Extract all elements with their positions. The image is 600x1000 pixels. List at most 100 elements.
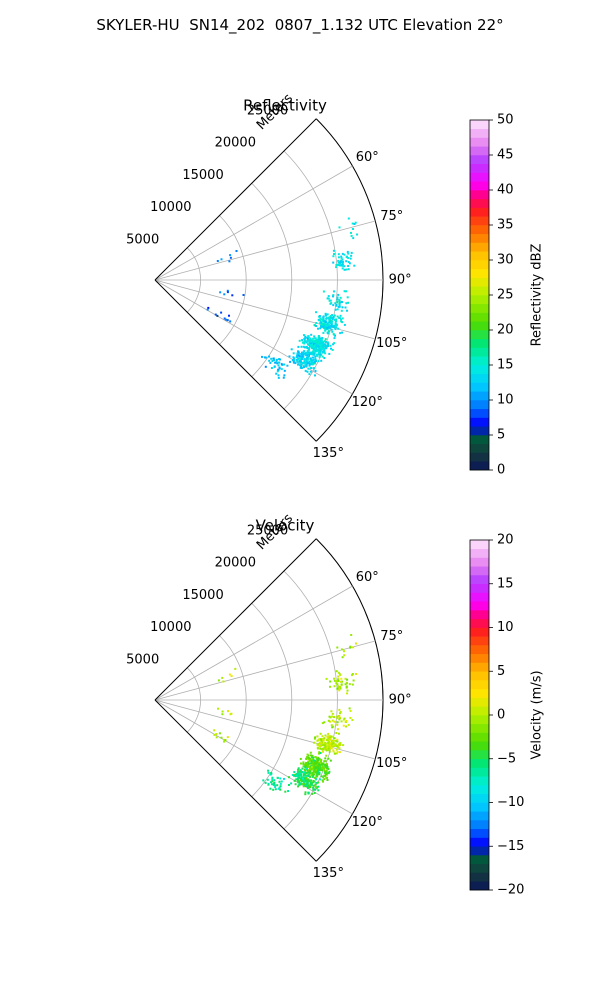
data-point [310,754,312,757]
data-point [323,771,326,774]
data-point [300,361,303,364]
data-point [304,780,307,783]
data-point [227,710,229,713]
data-point [338,305,341,308]
data-point [299,364,301,367]
data-point [336,683,339,686]
data-point [343,323,346,326]
data-point [309,751,312,754]
data-point [318,737,321,740]
data-point [345,268,348,271]
data-point [298,781,301,784]
data-point [310,758,313,761]
data-point [331,318,334,321]
data-point [316,354,319,357]
data-point [218,732,221,735]
data-point [349,646,352,649]
colorbar-segment [470,636,489,646]
data-point [330,328,333,331]
azimuth-tick-label: 105° [376,756,407,771]
data-point [322,767,325,770]
data-point [274,786,277,788]
data-point [337,671,340,674]
data-point [305,357,308,360]
data-point [338,743,341,746]
data-point [332,315,335,318]
colorbar-tick-label: 15 [497,358,514,373]
data-point [278,361,281,364]
panel-title: Reflectivity [243,97,327,115]
data-point [316,775,319,778]
data-point [324,773,327,775]
data-point [299,770,302,772]
range-tick-label: 25000 [247,523,288,538]
data-point [332,325,335,328]
data-point [302,365,305,368]
data-point [321,350,324,353]
data-point [337,264,340,266]
data-point [310,760,313,763]
data-point [333,337,336,340]
data-point [267,771,270,774]
data-point [350,634,353,636]
data-point [288,355,291,358]
data-point [320,769,323,772]
colorbar-segment [470,697,489,707]
data-point [328,323,331,326]
data-point [341,260,344,263]
data-point [331,314,334,317]
data-point [346,678,349,681]
data-point [336,717,339,720]
data-point [316,341,319,344]
data-point [311,359,314,362]
data-point [349,257,352,260]
data-point [306,339,309,342]
data-point [319,349,322,352]
data-point [307,765,310,768]
colorbar-segment [470,207,489,217]
data-point [282,376,285,379]
data-point [294,362,297,365]
colorbar-segment [470,198,489,208]
data-point [300,775,303,778]
colorbar-tick-label: 35 [497,218,514,233]
data-point [270,357,273,360]
data-point [337,259,340,262]
data-point [317,789,320,792]
data-point [306,769,309,772]
data-point [306,756,309,759]
data-point [308,347,310,350]
data-point [326,341,329,344]
data-point [276,362,279,365]
data-point [329,327,332,330]
data-point [352,646,355,649]
data-point [316,773,319,776]
data-point [307,335,310,338]
data-point [318,349,321,351]
data-point [329,747,332,750]
data-point [326,764,328,767]
data-point [271,778,274,781]
colorbar-segment [470,417,489,427]
data-point [338,673,341,676]
data-point [297,345,300,348]
colorbar-segment [470,828,489,838]
data-point [278,780,281,783]
data-point [319,317,322,320]
data-point [318,742,321,745]
data-point [345,255,348,258]
data-point [317,338,320,341]
data-point [336,680,339,683]
data-point [333,737,336,740]
data-point [321,748,323,751]
colorbar-tick-label: 10 [497,620,514,635]
colorbar-segment [470,688,489,698]
data-point [313,341,316,344]
data-point [297,354,300,357]
data-point [304,784,307,787]
data-point [316,735,319,738]
data-point [355,642,357,645]
data-point [311,341,314,344]
data-point [314,342,317,345]
data-point [310,363,313,366]
